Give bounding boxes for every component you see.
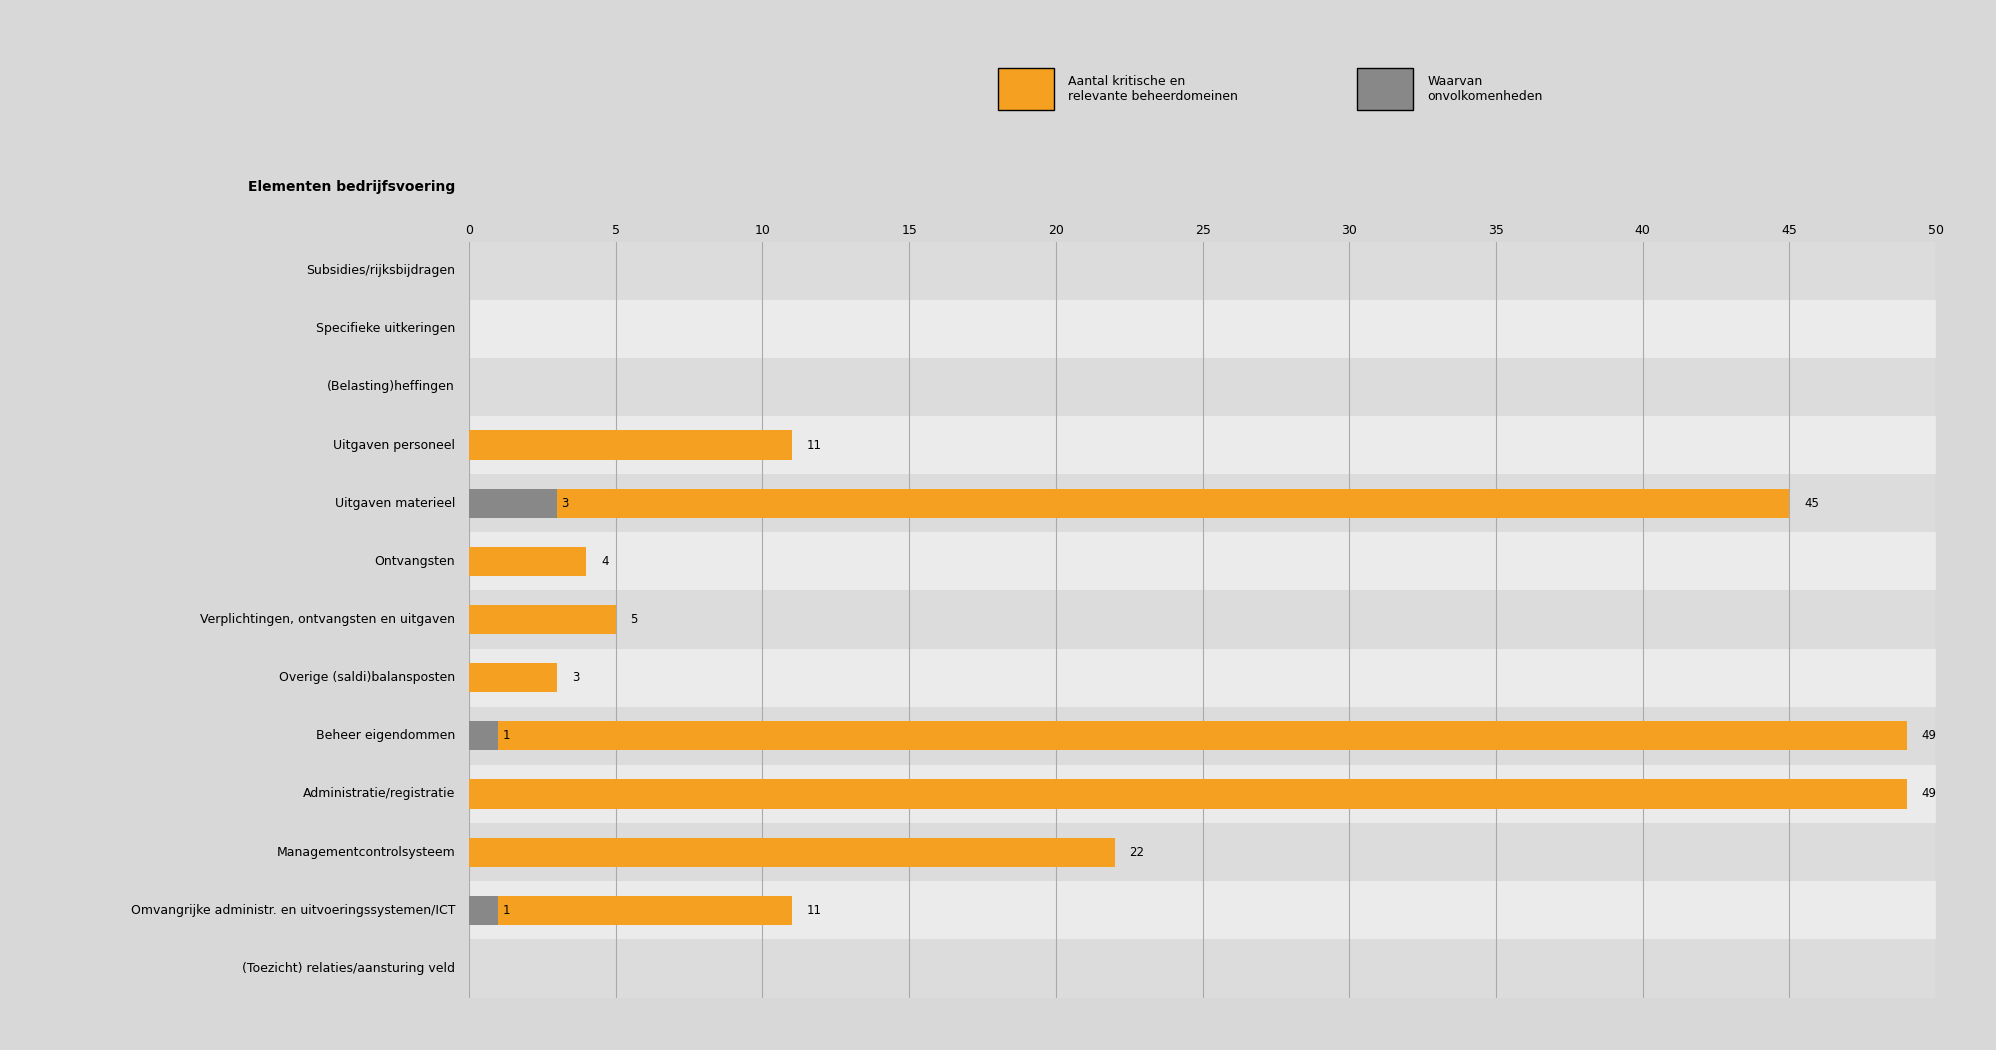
Text: Uitgaven personeel: Uitgaven personeel	[333, 439, 455, 452]
Text: 49: 49	[1922, 788, 1936, 800]
Bar	[469, 707, 1936, 764]
Text: Overige (saldi)balansposten: Overige (saldi)balansposten	[279, 671, 455, 685]
Text: 1: 1	[503, 904, 511, 917]
Bar	[469, 940, 1936, 997]
Bar	[469, 299, 1936, 358]
Bar	[469, 590, 1936, 649]
Bar	[469, 721, 499, 751]
Text: Verplichtingen, ontvangsten en uitgaven: Verplichtingen, ontvangsten en uitgaven	[200, 613, 455, 626]
Bar	[469, 547, 587, 575]
Bar	[469, 779, 1906, 808]
Text: Specifieke uitkeringen: Specifieke uitkeringen	[315, 322, 455, 335]
Bar	[469, 721, 1906, 751]
Text: (Toezicht) relaties/aansturing veld: (Toezicht) relaties/aansturing veld	[242, 962, 455, 974]
Text: 5: 5	[631, 613, 639, 626]
Text: Elementen bedrijfsvoering: Elementen bedrijfsvoering	[248, 181, 455, 194]
Bar	[469, 823, 1936, 881]
Text: 22: 22	[1130, 845, 1144, 859]
Bar	[469, 605, 615, 634]
Text: 11: 11	[806, 439, 822, 452]
Text: 4: 4	[601, 554, 609, 568]
Bar	[469, 896, 499, 925]
Text: 3: 3	[571, 671, 579, 685]
Bar	[469, 358, 1936, 416]
Text: 3: 3	[561, 497, 569, 509]
Bar	[469, 488, 1788, 518]
Bar	[469, 242, 1936, 299]
Text: Administratie/registratie: Administratie/registratie	[303, 788, 455, 800]
Bar	[469, 881, 1936, 940]
Text: 11: 11	[806, 904, 822, 917]
Bar	[469, 532, 1936, 590]
Text: 45: 45	[1804, 497, 1818, 509]
Bar	[469, 896, 792, 925]
Bar	[469, 649, 1936, 707]
Bar	[469, 664, 557, 692]
Bar	[469, 416, 1936, 475]
Text: Waarvan
onvolkomenheden: Waarvan onvolkomenheden	[1427, 76, 1543, 103]
Text: Ontvangsten: Ontvangsten	[375, 554, 455, 568]
Text: Aantal kritische en
relevante beheerdomeinen: Aantal kritische en relevante beheerdome…	[1068, 76, 1238, 103]
Text: 49: 49	[1922, 730, 1936, 742]
Text: (Belasting)heffingen: (Belasting)heffingen	[327, 380, 455, 394]
Bar	[469, 488, 557, 518]
Bar	[469, 764, 1936, 823]
Text: Managementcontrolsysteem: Managementcontrolsysteem	[275, 845, 455, 859]
Bar	[469, 838, 1114, 866]
Bar	[469, 475, 1936, 532]
Text: Omvangrijke administr. en uitvoeringssystemen/ICT: Omvangrijke administr. en uitvoeringssys…	[130, 904, 455, 917]
Text: Beheer eigendommen: Beheer eigendommen	[315, 730, 455, 742]
Bar	[469, 430, 792, 460]
Text: Subsidies/rijksbijdragen: Subsidies/rijksbijdragen	[305, 265, 455, 277]
Text: Uitgaven materieel: Uitgaven materieel	[335, 497, 455, 509]
Text: 1: 1	[503, 730, 511, 742]
